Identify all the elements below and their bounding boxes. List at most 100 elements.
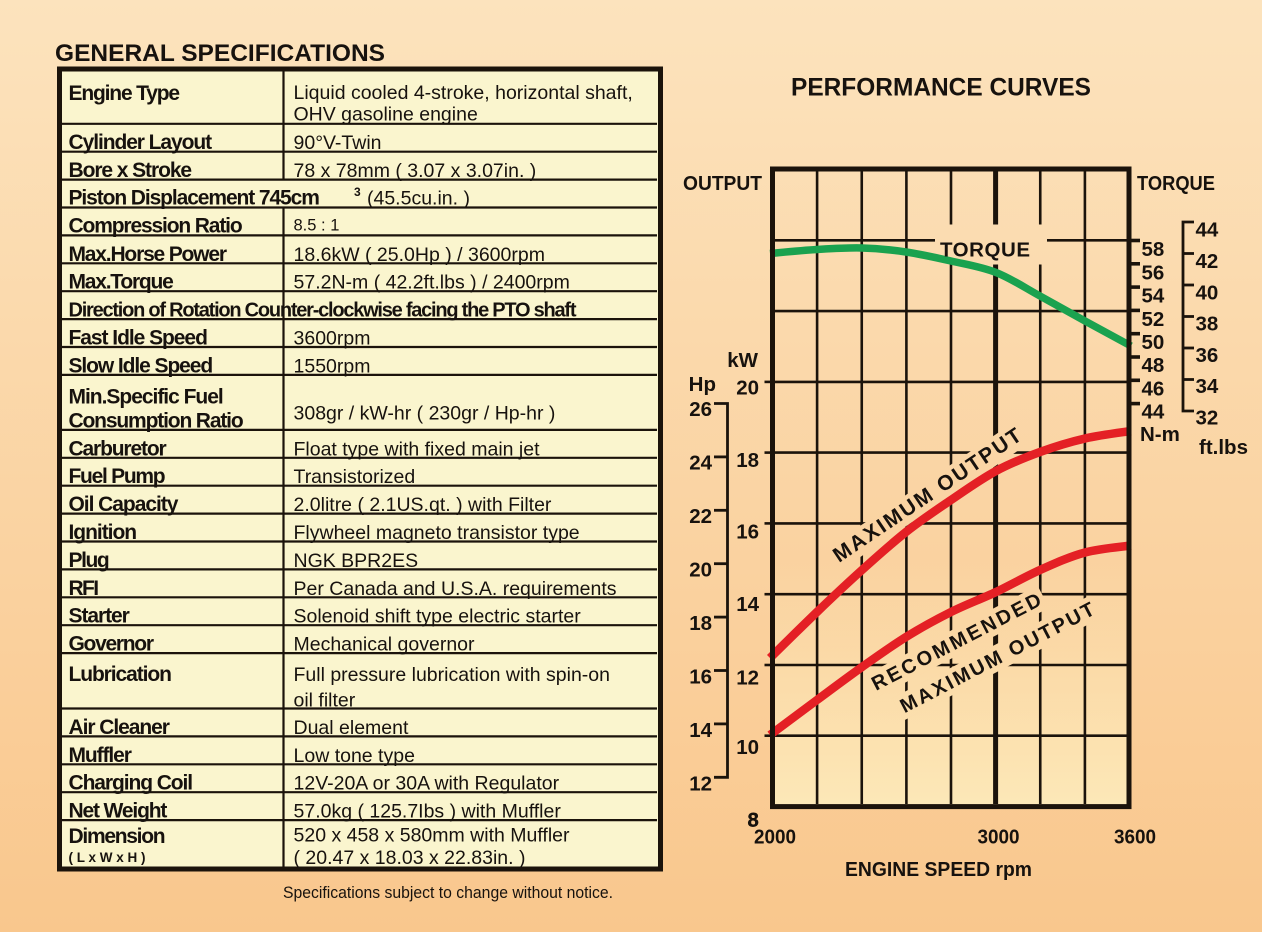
svg-text:Fuel Pump: Fuel Pump: [69, 465, 166, 488]
svg-text:Ignition: Ignition: [69, 521, 138, 544]
svg-text:Hp: Hp: [689, 373, 716, 396]
svg-text:Max.Torque: Max.Torque: [69, 271, 174, 294]
svg-text:Carburetor: Carburetor: [69, 437, 167, 460]
svg-text:10: 10: [736, 736, 759, 759]
svg-text:ft.lbs: ft.lbs: [1199, 436, 1248, 459]
svg-text:1550rpm: 1550rpm: [294, 355, 371, 377]
svg-text:Muffler: Muffler: [69, 744, 132, 767]
svg-text:14: 14: [689, 719, 712, 742]
svg-text:OHV gasoline engine: OHV gasoline engine: [294, 104, 478, 126]
svg-text:Charging Coil: Charging Coil: [69, 772, 194, 795]
svg-text:8: 8: [748, 809, 759, 832]
svg-text:24: 24: [689, 452, 712, 475]
svg-text:(45.5cu.in. ): (45.5cu.in. ): [367, 188, 470, 210]
svg-text:Starter: Starter: [69, 605, 130, 628]
svg-text:90°V-Twin: 90°V-Twin: [294, 132, 382, 154]
svg-text:8.5 : 1: 8.5 : 1: [294, 216, 340, 234]
svg-text:Oil Capacity: Oil Capacity: [69, 493, 179, 516]
svg-text:( 20.47 x 18.03 x 22.83in. ): ( 20.47 x 18.03 x 22.83in. ): [294, 847, 526, 869]
svg-text:Bore x Stroke: Bore x Stroke: [69, 159, 193, 182]
svg-text:Slow Idle Speed: Slow Idle Speed: [69, 354, 214, 377]
svg-text:26: 26: [689, 398, 712, 421]
svg-text:2000: 2000: [754, 826, 796, 849]
svg-text:kW: kW: [727, 349, 758, 372]
svg-text:34: 34: [1196, 375, 1219, 398]
svg-text:16: 16: [736, 521, 759, 544]
svg-text:Piston Displacement 745cm: Piston Displacement 745cm: [69, 187, 320, 210]
svg-text:520 x 458 x 580mm with Muffler: 520 x 458 x 580mm with Muffler: [294, 825, 571, 847]
svg-text:57.0kg ( 125.7Ibs ) with Muffl: 57.0kg ( 125.7Ibs ) with Muffler: [294, 801, 562, 823]
svg-text:44: 44: [1142, 401, 1165, 424]
svg-text:Compression Ratio: Compression Ratio: [69, 214, 243, 237]
svg-text:Governor: Governor: [69, 633, 155, 656]
svg-text:N-m: N-m: [1140, 423, 1180, 446]
svg-text:58: 58: [1142, 238, 1165, 261]
svg-text:Specifications subject to chan: Specifications subject to change without…: [283, 884, 613, 902]
svg-text:12: 12: [736, 667, 759, 690]
svg-text:16: 16: [689, 666, 712, 689]
svg-text:18: 18: [736, 449, 759, 472]
svg-text:2.0litre ( 2.1US.qt. ) with Fi: 2.0litre ( 2.1US.qt. ) with Filter: [294, 494, 552, 516]
svg-text:46: 46: [1142, 377, 1165, 400]
svg-text:12: 12: [689, 773, 712, 796]
svg-text:40: 40: [1196, 281, 1219, 304]
svg-text:48: 48: [1142, 354, 1165, 377]
svg-text:3600rpm: 3600rpm: [294, 328, 371, 350]
svg-text:14: 14: [736, 593, 759, 616]
svg-text:PERFORMANCE CURVES: PERFORMANCE CURVES: [791, 74, 1091, 102]
svg-text:3600: 3600: [1114, 826, 1156, 849]
svg-text:20: 20: [689, 559, 712, 582]
svg-text:3000: 3000: [978, 826, 1020, 849]
svg-text:42: 42: [1196, 250, 1219, 273]
svg-text:Lubrication: Lubrication: [69, 663, 172, 686]
svg-text:TORQUE: TORQUE: [1137, 172, 1215, 195]
svg-text:Full pressure lubrication with: Full pressure lubrication with spin-on: [294, 664, 610, 686]
svg-text:Fast Idle Speed: Fast Idle Speed: [69, 327, 208, 350]
svg-text:Liquid cooled 4-stroke, horizo: Liquid cooled 4-stroke, horizontal shaft…: [294, 82, 633, 104]
svg-text:Net Weight: Net Weight: [69, 800, 168, 823]
svg-text:44: 44: [1196, 219, 1219, 242]
svg-text:18.6kW ( 25.0Hp ) / 3600rpm: 18.6kW ( 25.0Hp ) / 3600rpm: [294, 244, 545, 266]
svg-text:Air Cleaner: Air Cleaner: [69, 716, 170, 739]
svg-text:18: 18: [689, 612, 712, 635]
svg-text:Max.Horse Power: Max.Horse Power: [69, 243, 228, 266]
svg-text:OUTPUT: OUTPUT: [683, 172, 762, 195]
svg-text:( L x W x H ): ( L x W x H ): [69, 850, 146, 865]
svg-text:78 x 78mm ( 3.07 x 3.07in. ): 78 x 78mm ( 3.07 x 3.07in. ): [294, 160, 537, 182]
svg-text:20: 20: [736, 377, 759, 400]
svg-text:Consumption Ratio: Consumption Ratio: [69, 410, 244, 433]
svg-text:308gr / kW-hr ( 230gr / Hp-hr: 308gr / kW-hr ( 230gr / Hp-hr ): [294, 403, 556, 425]
svg-text:Low tone type: Low tone type: [294, 745, 415, 767]
svg-text:22: 22: [689, 505, 712, 528]
svg-text:oil filter: oil filter: [294, 689, 356, 711]
svg-text:Per Canada and U.S.A. requirem: Per Canada and U.S.A. requirements: [294, 578, 617, 600]
svg-text:GENERAL SPECIFICATIONS: GENERAL SPECIFICATIONS: [55, 40, 385, 67]
svg-text:54: 54: [1142, 285, 1165, 308]
svg-text:Transistorized: Transistorized: [294, 466, 416, 488]
svg-text:TORQUE: TORQUE: [940, 239, 1030, 262]
svg-text:Dimension: Dimension: [69, 825, 166, 848]
svg-text:Mechanical governor: Mechanical governor: [294, 634, 476, 656]
svg-text:Cylinder Layout: Cylinder Layout: [69, 131, 213, 154]
svg-text:Solenoid shift type electric s: Solenoid shift type electric starter: [294, 606, 582, 628]
svg-text:Engine Type: Engine Type: [69, 82, 181, 105]
svg-text:36: 36: [1196, 344, 1219, 367]
svg-text:Dual element: Dual element: [294, 717, 409, 739]
svg-text:Float type with fixed main jet: Float type with fixed main jet: [294, 438, 541, 460]
svg-text:NGK BPR2ES: NGK BPR2ES: [294, 550, 419, 572]
svg-text:38: 38: [1196, 313, 1219, 336]
svg-text:3: 3: [354, 185, 361, 199]
svg-text:Flywheel magneto transistor ty: Flywheel magneto transistor type: [294, 522, 580, 544]
svg-text:8: 8: [747, 809, 758, 832]
svg-text:ENGINE SPEED rpm: ENGINE SPEED rpm: [845, 859, 1032, 881]
svg-text:32: 32: [1196, 407, 1219, 430]
svg-text:Min.Specific Fuel: Min.Specific Fuel: [69, 386, 224, 409]
svg-text:12V-20A or 30A with Regulator: 12V-20A or 30A with Regulator: [294, 773, 560, 795]
svg-text:50: 50: [1142, 331, 1165, 354]
svg-text:57.2N-m ( 42.2ft.lbs ) / 2400r: 57.2N-m ( 42.2ft.lbs ) / 2400rpm: [294, 272, 570, 294]
svg-text:RFI: RFI: [69, 577, 100, 600]
svg-text:Direction of Rotation Counter-: Direction of Rotation Counter-clockwise …: [69, 300, 577, 322]
svg-text:Plug: Plug: [69, 549, 110, 572]
svg-text:52: 52: [1142, 308, 1165, 331]
svg-text:56: 56: [1142, 261, 1165, 284]
